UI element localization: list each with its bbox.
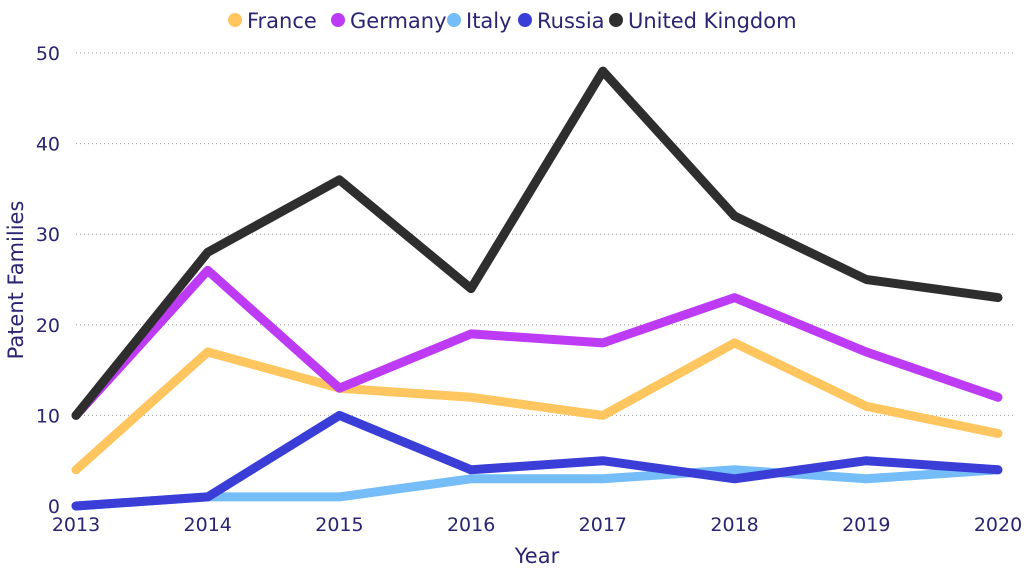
x-tick-label: 2017: [579, 514, 627, 536]
x-tick-label: 2016: [447, 514, 495, 536]
x-axis-title: Year: [514, 544, 560, 568]
y-tick-label: 0: [48, 496, 60, 518]
series-line-united-kingdom: [71, 66, 1003, 420]
series-line-france: [71, 338, 1003, 475]
x-axis-ticks: 2013 2014 2015 2016 2017 2018 2019 2020: [52, 514, 1022, 536]
y-tick-label: 40: [36, 134, 60, 156]
x-tick-label: 2013: [52, 514, 100, 536]
x-tick-label: 2018: [710, 514, 758, 536]
legend-marker: [447, 13, 461, 27]
legend-label: United Kingdom: [628, 9, 797, 33]
legend-marker: [518, 13, 532, 27]
x-tick-label: 2019: [842, 514, 890, 536]
y-axis-title: Patent Families: [4, 201, 28, 360]
y-tick-label: 20: [36, 315, 60, 337]
x-tick-label: 2014: [184, 514, 232, 536]
legend-label: Germany: [350, 9, 447, 33]
x-tick-label: 2020: [974, 514, 1022, 536]
y-tick-label: 50: [36, 43, 60, 65]
legend-marker: [228, 13, 242, 27]
y-tick-label: 30: [36, 224, 60, 246]
chart-legend: France Germany Italy Russia United Kingdom: [228, 9, 797, 33]
chart-series: [71, 66, 1003, 511]
series-line-italy: [71, 465, 1003, 511]
legend-label: France: [247, 9, 317, 33]
legend-label: Russia: [537, 9, 605, 33]
y-axis-ticks: 0 10 20 30 40 50: [36, 43, 60, 518]
legend-label: Italy: [466, 9, 512, 33]
series-line-russia: [71, 410, 1003, 511]
legend-marker: [331, 13, 345, 27]
legend-marker: [609, 13, 623, 27]
x-tick-label: 2015: [315, 514, 363, 536]
series-line-germany: [71, 265, 1003, 420]
chart-gridlines: [76, 52, 1016, 416]
y-tick-label: 10: [36, 405, 60, 427]
